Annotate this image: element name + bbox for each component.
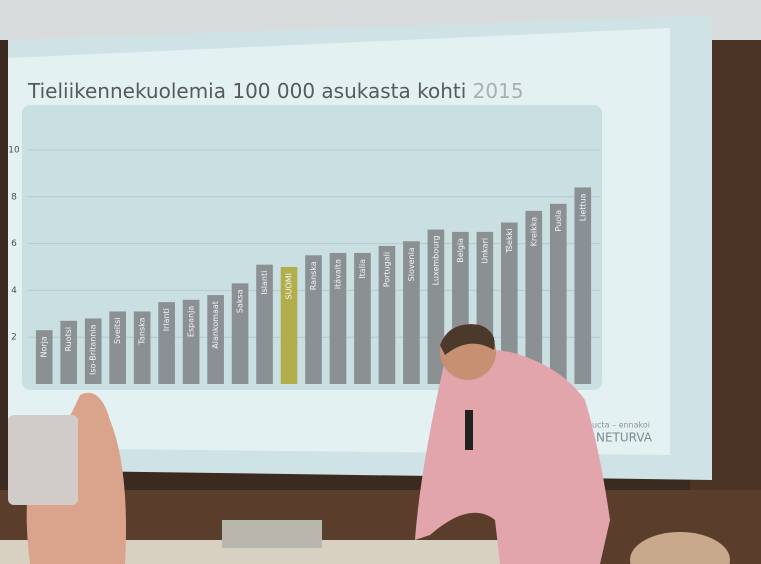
laptop: [222, 520, 322, 548]
y-tick-label: 4: [11, 286, 17, 296]
bar-label: Iso-Britannia: [89, 324, 98, 375]
footer-brand: NETURVA: [596, 431, 653, 445]
title-year: 2015: [473, 79, 524, 103]
page: {"chart_data": {"type": "bar", "title": …: [0, 0, 761, 564]
y-tick-label: 8: [11, 192, 17, 202]
bar-label: Saksa: [236, 289, 245, 313]
bar-label: Unkari: [480, 238, 489, 264]
scene: Tieliikennekuolemia 100 000 asukasta koh…: [0, 0, 761, 564]
bar-label: Itävalta: [333, 259, 342, 289]
bar-label: Islanti: [260, 271, 269, 295]
bar-label: Italia: [358, 259, 367, 279]
y-tick-label: 10: [8, 146, 20, 156]
bar-label: Kreikka: [529, 217, 538, 247]
bar-label: Espanja: [187, 306, 196, 337]
y-tick-label: 6: [11, 239, 17, 249]
bar-label: Liettua: [578, 193, 587, 221]
bar-label: Portugali: [382, 252, 391, 287]
footer-tagline: ucta – ennakoi: [592, 421, 650, 430]
bar-label: Norja: [40, 336, 49, 357]
bar-label: Luxembourg: [431, 236, 440, 286]
bar-label: Puola: [554, 210, 563, 232]
chart-title: Tieliikennekuolemia 100 000 asukasta koh…: [27, 79, 524, 103]
phone: [8, 415, 78, 505]
bar-label: Tšekki: [504, 229, 514, 254]
bar-label: Sveitsi: [113, 317, 122, 343]
bar-label: Irlanti: [162, 308, 171, 331]
bar-label: Alankomaat: [211, 301, 220, 349]
title-text: Tieliikennekuolemia 100 000 asukasta koh…: [27, 79, 466, 103]
bar-label: Belgia: [456, 238, 465, 263]
bar-label: SUOMI: [285, 273, 294, 300]
bar-label: Tanska: [138, 317, 147, 345]
microphone: [465, 410, 473, 450]
bar-label: Slovenia: [407, 247, 416, 281]
bar-label: Ruotsi: [64, 327, 73, 352]
bar-label: Ranska: [309, 261, 318, 290]
y-tick-label: 2: [11, 333, 17, 343]
